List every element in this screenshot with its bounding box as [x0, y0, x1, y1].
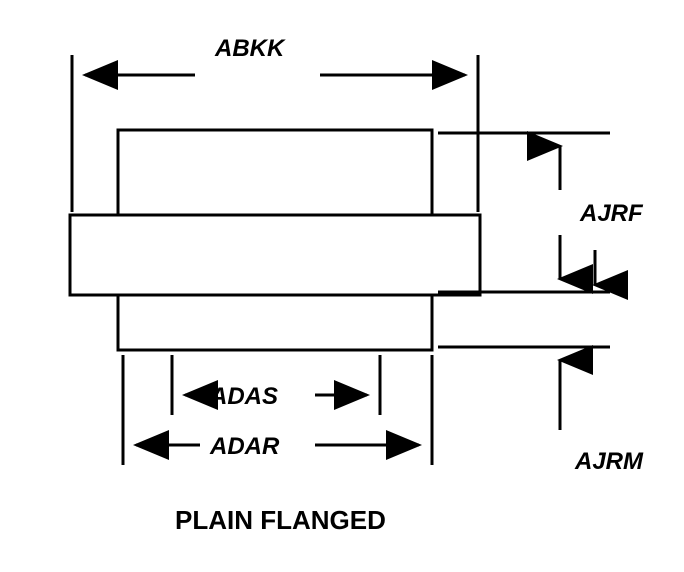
- ajrm-dimension: [438, 250, 610, 430]
- ajrm-label: AJRM: [575, 448, 643, 476]
- dimension-diagram: ABKK AJRF AJRM ADAS ADAR PLAIN FLANGED: [0, 0, 684, 572]
- flange-rect: [70, 215, 480, 295]
- diagram-title: PLAIN FLANGED: [175, 505, 386, 536]
- abkk-dimension: [72, 55, 478, 212]
- adas-label: ADAS: [210, 383, 278, 411]
- ajrf-label: AJRF: [580, 200, 643, 228]
- diagram-svg: [0, 0, 684, 572]
- lower-body-rect: [118, 295, 432, 350]
- abkk-label: ABKK: [215, 35, 284, 63]
- upper-body-rect: [118, 130, 432, 215]
- flanged-shape: [70, 130, 480, 350]
- adar-label: ADAR: [210, 433, 279, 461]
